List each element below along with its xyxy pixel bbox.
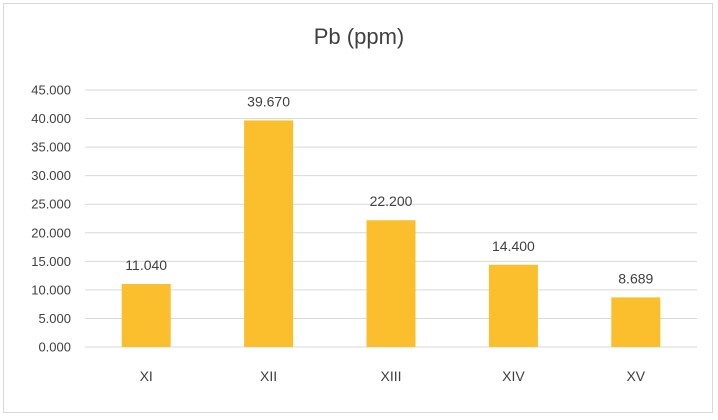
y-tick-label: 20.000 xyxy=(31,225,71,240)
bar-xv xyxy=(611,297,661,347)
bar-xiii xyxy=(366,220,416,347)
x-category-label: XI xyxy=(140,368,153,384)
y-tick-label: 25.000 xyxy=(31,197,71,212)
data-label: 14.400 xyxy=(492,238,535,254)
data-labels: 11.040 39.670 22.200 14.400 8.689 xyxy=(125,93,653,286)
x-category-label: XIII xyxy=(380,368,401,384)
y-tick-label: 5.000 xyxy=(38,311,71,326)
chart-title: Pb (ppm) xyxy=(313,24,405,49)
x-axis-categories: XI XII XIII XIV XV xyxy=(140,368,646,384)
y-tick-label: 0.000 xyxy=(38,340,71,355)
chart-frame xyxy=(3,3,713,413)
data-label: 22.200 xyxy=(370,193,413,209)
data-label: 39.670 xyxy=(247,93,290,109)
x-category-label: XIV xyxy=(502,368,525,384)
bar-xiv xyxy=(488,264,538,347)
y-tick-label: 15.000 xyxy=(31,254,71,269)
bar-xi xyxy=(121,283,171,347)
data-label: 11.040 xyxy=(125,257,167,273)
y-tick-label: 30.000 xyxy=(31,168,71,183)
y-tick-label: 35.000 xyxy=(31,140,71,155)
y-tick-label: 45.000 xyxy=(31,83,71,98)
bars xyxy=(121,120,661,348)
bar-xii xyxy=(244,120,294,348)
x-category-label: XII xyxy=(260,368,277,384)
y-axis-ticks: 0.000 5.000 10.000 15.000 20.000 25.000 30.000… xyxy=(31,83,71,355)
x-category-label: XV xyxy=(626,368,645,384)
y-tick-label: 10.000 xyxy=(31,282,71,297)
y-tick-label: 40.000 xyxy=(31,111,71,126)
data-label: 8.689 xyxy=(618,270,653,286)
